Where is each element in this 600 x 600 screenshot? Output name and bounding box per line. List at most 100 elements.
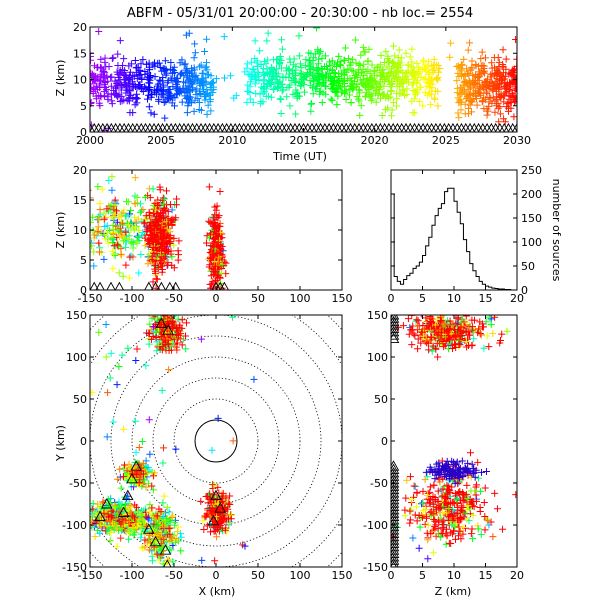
source-point: [205, 71, 213, 79]
source-point: [512, 85, 517, 93]
source-point: [243, 98, 251, 106]
source-point: [346, 91, 354, 99]
source-point: [373, 80, 381, 88]
source-point: [182, 319, 190, 327]
station-marker: [391, 550, 400, 562]
source-point: [431, 66, 439, 74]
source-point: [149, 185, 157, 193]
source-point: [168, 535, 176, 543]
source-point: [475, 325, 483, 333]
source-point: [203, 110, 211, 118]
source-point: [197, 78, 205, 86]
source-point: [166, 201, 174, 209]
source-point: [133, 240, 141, 248]
x-tick-label: 100: [290, 569, 311, 582]
source-point: [434, 73, 442, 81]
source-point: [122, 243, 130, 251]
station-marker: [251, 122, 262, 132]
source-point: [472, 466, 480, 474]
source-point: [366, 69, 374, 77]
source-point: [120, 461, 128, 469]
source-point: [90, 510, 93, 512]
source-point: [247, 72, 255, 80]
source-point: [176, 59, 184, 67]
source-point: [256, 90, 264, 98]
source-point: [226, 72, 234, 80]
source-point: [449, 530, 457, 538]
source-point: [399, 322, 407, 330]
source-point: [112, 84, 120, 92]
source-point: [448, 498, 456, 506]
source-point: [249, 98, 257, 106]
source-point: [102, 63, 110, 71]
source-point: [210, 79, 218, 87]
source-point: [453, 319, 461, 327]
source-point: [138, 75, 146, 83]
station-marker: [163, 559, 172, 567]
source-point: [208, 508, 216, 516]
source-point: [174, 74, 182, 82]
source-point: [153, 512, 161, 520]
station-marker: [391, 554, 400, 565]
source-point: [199, 87, 207, 95]
source-point: [153, 347, 161, 355]
source-point: [92, 92, 100, 100]
source-point: [228, 315, 236, 321]
source-point: [278, 36, 286, 44]
source-point: [373, 63, 381, 71]
source-point: [469, 512, 477, 520]
source-point: [468, 323, 476, 331]
source-point: [90, 388, 96, 396]
source-point: [271, 78, 279, 86]
source-point: [125, 235, 133, 243]
source-point: [110, 230, 118, 238]
source-point: [232, 92, 240, 100]
station-marker: [391, 483, 400, 495]
station-marker: [452, 122, 463, 132]
source-point: [131, 57, 139, 65]
source-point: [176, 321, 184, 329]
source-point: [413, 517, 421, 525]
source-point: [113, 207, 121, 215]
source-point: [401, 73, 409, 81]
source-point: [443, 532, 451, 540]
source-point: [107, 234, 115, 242]
source-point: [512, 491, 517, 499]
source-point: [458, 457, 466, 465]
source-point: [162, 346, 170, 354]
station-marker: [435, 122, 446, 132]
station-marker: [391, 325, 400, 337]
station-marker: [490, 122, 501, 132]
source-point: [146, 84, 154, 92]
source-point: [150, 543, 158, 551]
station-marker: [391, 540, 400, 552]
source-point: [203, 86, 211, 94]
source-point: [125, 529, 133, 537]
xz-axis-ylabel: Z (km): [54, 212, 67, 249]
station-marker: [161, 122, 172, 132]
source-point: [151, 261, 159, 269]
station-marker: [302, 122, 313, 132]
source-point: [450, 325, 458, 333]
source-point: [177, 533, 185, 541]
source-point: [215, 223, 223, 231]
source-point: [440, 516, 448, 524]
source-point: [95, 328, 103, 336]
station-marker: [117, 506, 130, 517]
source-point: [131, 213, 139, 221]
source-point: [161, 57, 169, 65]
source-point: [360, 72, 368, 80]
station-marker: [93, 122, 104, 132]
station-marker: [238, 122, 249, 132]
source-point: [453, 84, 461, 92]
station-marker: [149, 535, 162, 547]
source-point: [96, 206, 104, 214]
source-point: [185, 93, 193, 101]
station-marker: [388, 122, 399, 132]
source-point: [163, 529, 171, 537]
source-point: [346, 85, 354, 93]
source-point: [104, 239, 112, 247]
station-marker: [486, 122, 497, 132]
source-point: [144, 514, 152, 522]
source-point: [140, 219, 148, 227]
